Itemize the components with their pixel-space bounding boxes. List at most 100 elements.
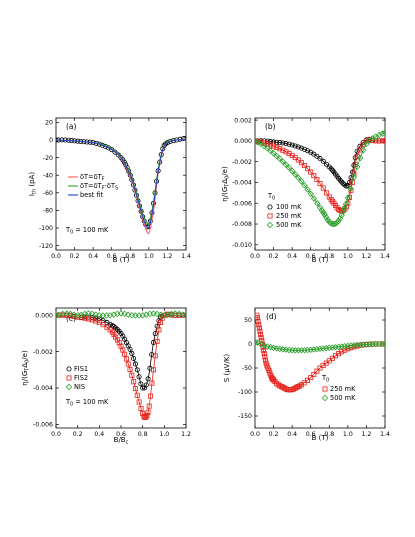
panel-b-series-0-point [340,180,346,186]
panel-b-y-label-main: η/(G [221,187,229,202]
panel-b-series-0-point [317,156,323,162]
panel-b-y-tick-label: 0.000 [234,138,252,145]
panel-c-x-tick-label: 0.8 [138,431,148,438]
panel-d-series-0-point [317,365,323,371]
panel-b-series-0-point [289,142,295,148]
panel-c-x-tick-label: 0.4 [94,431,104,438]
panel-b-series-1-point [351,171,357,177]
panel-b-series-1-point [373,138,379,144]
panel-b-series-2-point [335,217,342,225]
panel-d-series-0-point [281,385,287,391]
panel-b-y-tick-label: -0.006 [232,200,252,207]
panel-d-y-tick-label: -150 [238,413,252,420]
panel-c-series-1-point [89,317,95,323]
panel-a-series-1-line [56,139,186,235]
panel-d-series-1-point [341,343,348,350]
panel-c-series-1-point [132,386,138,392]
panel-a-legend-0-main: δT=δT [80,173,103,181]
panel-d-series-1-point [347,342,355,349]
panel-c-series-2-point [153,310,161,318]
panel-c-legend-marker-1 [66,375,72,381]
panel-b-series-2-point [363,140,370,148]
panel-d-series-0-point [294,384,300,390]
panel-c-series-2-point [78,311,85,318]
panel-b-series-2-point [273,152,280,160]
panel-c-legend-entry-fis2: FIS2 [74,374,88,382]
panel-b-series-2-point [330,220,338,228]
panel-b-series-0-point [283,141,289,147]
panel-a-y-axis-label-sub: th [32,189,38,194]
panel-d-series-0-point [261,351,267,357]
panel-c-series-2-point [132,312,139,319]
panel-c-series-2-point [88,310,96,318]
panel-b-series-2-point [321,211,328,218]
panel-c-x-tick-label: 1.0 [159,431,169,438]
panel-d-series-1-point [257,340,265,348]
panel-d-series-1-point [322,344,330,352]
panel-b-series-2-point [304,186,311,193]
panel-a-legend-entry-best-fit: best fit [80,191,104,199]
panel-d-series-0-point [275,382,281,388]
panel-c-series-1-point [93,318,99,324]
panel-c-x-label-sub: c [126,440,129,446]
panel-b-series-2-point [279,158,287,165]
panel-d-series-1-point [338,343,345,350]
panel-c-series-1-point [147,393,153,399]
panel-c-series-0-point [147,365,153,371]
panel-c-series-1-point [152,353,158,359]
panel-c-series-1-point [143,414,149,420]
panel-a-x-tick-label: 0.8 [125,253,135,260]
panel-a-y-tick-label: -60 [43,190,53,197]
panel-b-series-2-point [314,200,321,207]
panel-d-series-1-point [379,340,385,348]
panel-b-series-0-point [298,145,304,151]
panel-b-series-2-point [295,174,302,181]
panel-d: (d) B (T) S (μV/K) T0 250 mK 500 mK [223,312,356,442]
panel-a-frame [55,117,187,251]
panel-d-series-1-point [329,344,336,351]
panel-c-y-tick-label: 0.000 [35,312,53,319]
panel-c-series-0-point [132,361,138,367]
panel-b-y-tick-label: -0.002 [232,159,252,166]
panel-b-series-0-point [346,179,352,185]
panel-d-series-0-point [255,318,261,324]
panel-b-x-tick-label: 0.8 [324,253,334,260]
panel-c-y-label-sub2: 0 [25,360,31,363]
panel-d-series-1-point [344,342,352,350]
panel-c-series-2-point [125,311,132,318]
panel-c-series-0-point [127,346,133,352]
panel-b-legend-marker-1 [267,213,273,219]
panel-a-y-axis-label-main: I [28,194,36,196]
panel-b-series-1-point [314,176,320,182]
panel-b-series-1-point [298,160,304,166]
panel-d-series-0-point [258,335,264,341]
panel-b-y-label-sub: T [225,183,231,188]
panel-a-y-tick-label: 0 [49,137,53,144]
panel-c-legend-entry-fis1: FIS1 [74,365,88,373]
panel-d-series-0-point [255,315,260,321]
panel-a-x-axis-label: B (T) [113,256,130,264]
panel-d-y-tick-label: 50 [244,317,252,324]
panel-b-series-2-point [322,214,330,221]
panel-c-y-label-main: η/(G [21,371,29,386]
panel-c-series-2-point [175,310,183,318]
panel-d-x-axis-label: B (T) [312,434,329,442]
panel-c-annotation-sub: 0 [70,402,73,408]
panel-c-annotation-main: T [65,398,71,406]
panel-b-plot: 0.0 0.2 0.4 0.6 0.8 1.0 1.2 1.4 0.002 0.000 -0.002… [232,117,390,260]
panel-b-series-0-point [277,140,283,146]
panel-d-series-0-point [277,383,283,389]
panel-c-legend-marker-2 [65,383,73,391]
panel-b-series-2-point [347,185,354,192]
panel-b-series-2-point [264,145,271,152]
panel-d-legend-title-main: T [321,374,327,382]
panel-a: (a) B (T) Ith (pA) T0 = 100 mK δT=δTF δT… [28,122,130,264]
panel-b-x-tick-label: 0.0 [250,253,260,260]
panel-d-series-0-point [342,347,348,353]
panel-c-series-1-point [131,379,137,385]
panel-c-x-axis-label: B/Bc [114,436,129,446]
panel-c-x-tick-label: 0.6 [116,431,126,438]
panel-c-series-2-point [150,310,157,317]
panel-b-series-2-point [333,219,341,226]
panel-b-y-label-sub2: 0 [225,176,231,179]
